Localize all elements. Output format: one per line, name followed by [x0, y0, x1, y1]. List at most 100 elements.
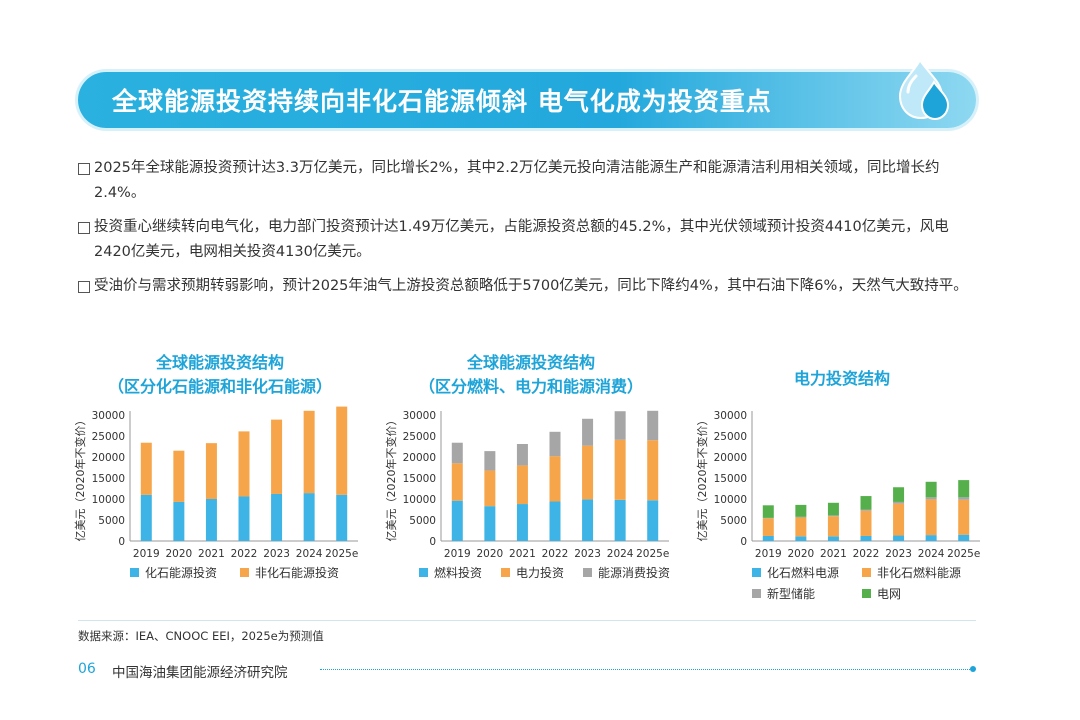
bar-segment [614, 411, 626, 440]
bar-segment [893, 535, 905, 541]
y-tick-label: 10000 [92, 494, 125, 506]
legend-label: 化石燃料电源 [767, 565, 839, 580]
bar-segment [451, 500, 463, 541]
x-tick-label: 2020 [165, 548, 192, 560]
x-tick-label: 2023 [263, 548, 290, 560]
chart-title-line: （区分燃料、电力和能源消费） [418, 377, 643, 396]
y-tick-label: 10000 [714, 494, 747, 506]
y-tick-label: 10000 [403, 494, 436, 506]
bar-segment [484, 470, 496, 507]
bullet-text: 投资重心继续转向电气化，电力部门投资预计达1.49万亿美元，占能源投资总额的45… [94, 219, 949, 260]
bar-segment [238, 431, 250, 497]
chart-power-structure: 电力投资结构 亿美元（2020年不变价） 0 5000 10000 15000 20000… [692, 345, 992, 605]
bar-segment [484, 506, 496, 541]
x-tick-label: 2021 [198, 548, 225, 560]
y-tick-label: 30000 [92, 410, 125, 422]
bullet-box-icon [78, 281, 90, 293]
footer-org: 中国海油集团能源经济研究院 [112, 665, 288, 681]
legend-label: 非化石燃料能源 [877, 565, 961, 580]
chart-fossil-vs-nonfossil: 全球能源投资结构 （区分化石能源和非化石能源） 亿美元（2020年不变价） 0 50… [70, 345, 370, 605]
bar-segment [860, 535, 872, 541]
x-tick-label: 2019 [444, 548, 471, 560]
y-tick-label: 30000 [714, 410, 747, 422]
bar-segment [549, 501, 561, 541]
divider [78, 620, 976, 621]
bar-segment [925, 481, 937, 498]
chart-svg: 亿美元（2020年不变价） 0 5000 10000 15000 20000 25000 30… [384, 410, 670, 580]
x-tick-label: 2021 [820, 548, 847, 560]
y-tick-label: 30000 [403, 410, 436, 422]
bar-segment [336, 494, 348, 541]
bullet-item: 2025年全球能源投资预计达3.3万亿美元，同比增长2%，其中2.2万亿美元投向… [78, 156, 983, 206]
page-title: 全球能源投资持续向非化石能源倾斜 电气化成为投资重点 [112, 87, 772, 116]
bar-segment [893, 487, 905, 502]
bar-segment [958, 534, 970, 541]
bar-segment [893, 501, 905, 504]
bar-segment [958, 499, 970, 535]
bar-segment [303, 410, 315, 494]
bar-segment [549, 431, 561, 457]
bar-segment [958, 480, 970, 498]
chart-svg: 亿美元（2020年不变价） 0 5000 10000 15000 20000 25000 30… [695, 410, 980, 601]
footer-dot [970, 666, 976, 672]
bullet-box-icon [78, 163, 90, 175]
x-tick-label: 2024 [296, 548, 323, 560]
bar-segment [271, 493, 283, 541]
bar-segment [795, 504, 807, 517]
bar-segment [827, 536, 839, 541]
y-tick-label: 15000 [92, 473, 125, 485]
bar-segment [860, 510, 872, 536]
y-tick-label: 15000 [403, 473, 436, 485]
chart-fuel-power-consumption: 全球能源投资结构 （区分燃料、电力和能源消费） 亿美元（2020年不变价） 0 50… [381, 345, 681, 605]
y-axis-label: 亿美元（2020年不变价） [695, 415, 709, 542]
y-tick-label: 0 [118, 536, 125, 548]
y-tick-label: 5000 [720, 515, 747, 527]
y-tick-label: 5000 [98, 515, 125, 527]
x-tick-label: 2022 [853, 548, 880, 560]
x-tick-label: 2025e [947, 548, 980, 560]
legend-swatch [862, 568, 871, 577]
legend-swatch [130, 568, 139, 577]
bar-segment [582, 499, 594, 541]
bar-segment [140, 442, 152, 495]
bar-segment [795, 516, 807, 518]
bar-segment [925, 499, 937, 536]
bar-segment [303, 493, 315, 541]
legend-label: 非化石能源投资 [255, 565, 339, 580]
legend-swatch [240, 568, 249, 577]
legend-swatch [583, 568, 592, 577]
bar-segment [582, 418, 594, 446]
legend-swatch [752, 568, 761, 577]
x-tick-label: 2024 [607, 548, 634, 560]
bullet-item: 投资重心继续转向电气化，电力部门投资预计达1.49万亿美元，占能源投资总额的45… [78, 215, 983, 265]
y-axis-label: 亿美元（2020年不变价） [73, 415, 87, 542]
bullet-list: 2025年全球能源投资预计达3.3万亿美元，同比增长2%，其中2.2万亿美元投向… [78, 156, 983, 308]
x-tick-label: 2020 [787, 548, 814, 560]
y-axis-label: 亿美元（2020年不变价） [384, 415, 398, 542]
bar-segment [795, 517, 807, 537]
y-tick-label: 20000 [92, 452, 125, 464]
bar-segment [827, 516, 839, 537]
bullet-text: 受油价与需求预期转弱影响，预计2025年油气上游投资总额略低于5700亿美元，同… [94, 278, 968, 294]
legend-label: 电力投资 [516, 565, 564, 580]
bar-segment [762, 535, 774, 541]
chart-title-line: 全球能源投资结构 [466, 353, 595, 372]
bar-segment [647, 500, 659, 541]
bar-segment [647, 410, 659, 441]
data-source: 数据来源：IEA、CNOOC EEI，2025e为预测值 [78, 629, 324, 643]
bar-segment [925, 497, 937, 500]
bar-segment [173, 501, 185, 541]
footer-dotted-line [320, 669, 970, 670]
y-tick-label: 20000 [714, 452, 747, 464]
bar-segment [925, 535, 937, 541]
y-tick-label: 15000 [714, 473, 747, 485]
bar-segment [173, 450, 185, 502]
y-tick-label: 20000 [403, 452, 436, 464]
x-tick-label: 2023 [885, 548, 912, 560]
chart-svg: 亿美元（2020年不变价） 0 5000 10000 15000 20000 25000 30… [73, 406, 358, 580]
x-tick-label: 2021 [509, 548, 536, 560]
chart-title-line: 全球能源投资结构 [155, 353, 284, 372]
bar-segment [582, 445, 594, 500]
bar-segment [549, 456, 561, 502]
bar-segment [451, 442, 463, 464]
